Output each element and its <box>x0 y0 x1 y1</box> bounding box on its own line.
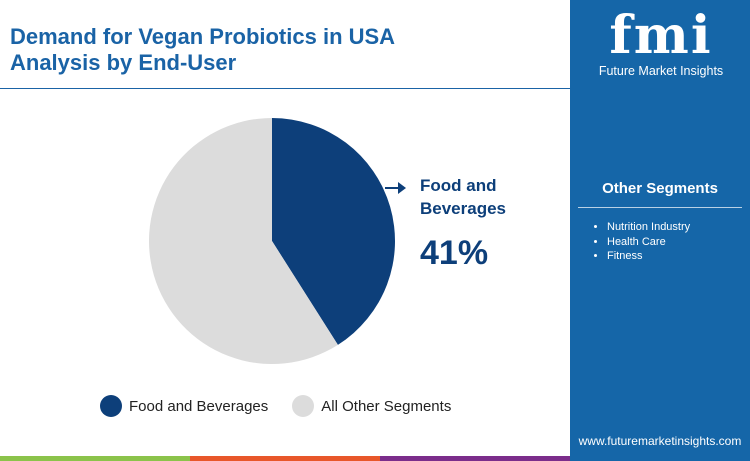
other-segments-title: Other Segments <box>602 180 718 197</box>
callout-label: Food and Beverages <box>420 176 507 218</box>
divider <box>578 207 742 208</box>
list-item: Fitness <box>607 249 690 264</box>
other-segments-list: Nutrition Industry Health Care Fitness <box>607 220 690 264</box>
legend-swatch <box>292 395 315 417</box>
footer-bar-green <box>0 456 190 461</box>
callout-arrow-icon <box>398 182 406 194</box>
footer-bar-blue <box>570 456 750 461</box>
footer-color-bar <box>0 456 750 461</box>
title-line-1: Demand for Vegan Probiotics in USA <box>10 24 396 49</box>
legend-item: Food and Beverages <box>100 395 268 417</box>
brand-name: Future Market Insights <box>598 64 724 78</box>
divider <box>0 88 570 89</box>
footer-bar-purple <box>380 456 570 461</box>
legend-swatch <box>100 395 122 417</box>
website-url: www.futuremarketinsights.com <box>578 434 742 448</box>
fmi-logo: fmi Future Market Insights <box>596 5 726 79</box>
pie-slice-food-and-beverages <box>272 118 395 345</box>
legend-label: All Other Segments <box>321 397 452 415</box>
title-line-2: Analysis by End-User <box>10 50 237 75</box>
pie-chart <box>148 118 406 364</box>
logo-mark: fmi <box>609 5 713 66</box>
list-item: Nutrition Industry <box>607 220 690 235</box>
legend-item: All Other Segments <box>292 395 451 417</box>
legend-label: Food and Beverages <box>129 397 269 415</box>
footer-bar-orange <box>190 456 380 461</box>
page-title: Demand for Vegan Probiotics in USA Analy… <box>10 24 395 76</box>
legend: Food and Beverages All Other Segments <box>100 395 451 417</box>
brand-panel: fmi Future Market Insights Other Segment… <box>570 0 750 456</box>
callout-value: 41% <box>420 234 489 272</box>
pie-slice-all-other-segments <box>148 118 338 364</box>
list-item: Health Care <box>607 235 690 250</box>
